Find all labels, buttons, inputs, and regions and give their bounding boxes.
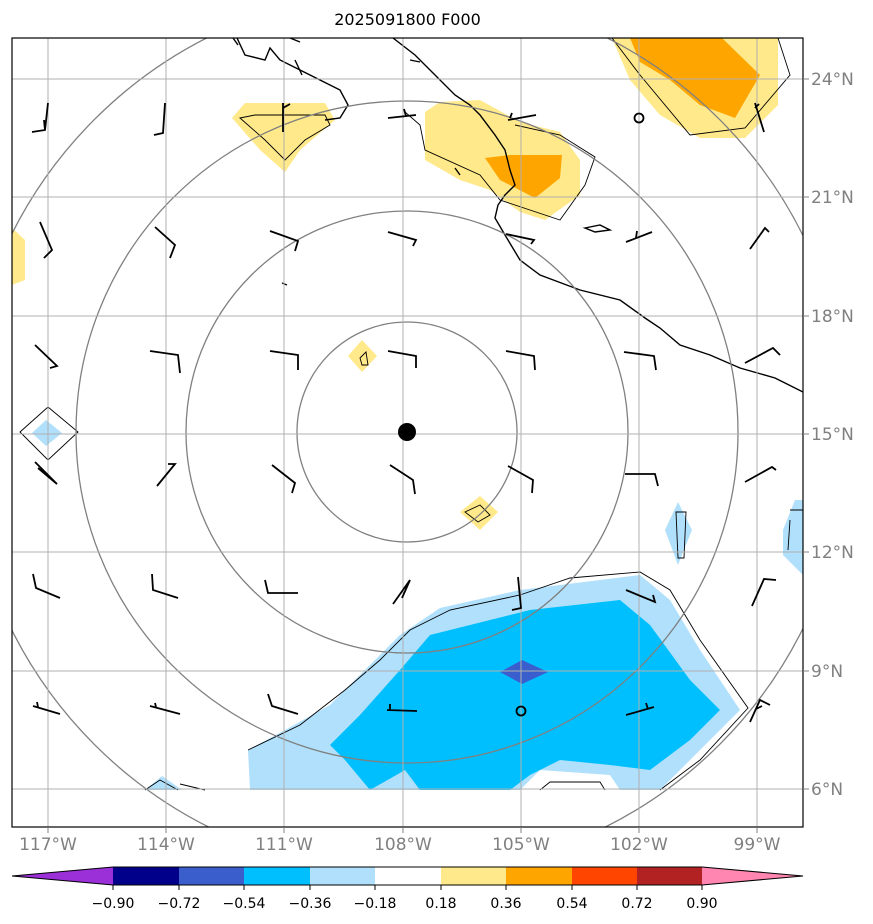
colorbar-segment — [310, 867, 375, 885]
contour-lines — [19, 38, 803, 791]
colorbar-label: −0.90 — [92, 896, 135, 912]
calm-wind-markers — [515, 112, 645, 717]
colorbar-label: 0.90 — [686, 896, 717, 912]
lon-label: 99°W — [734, 835, 781, 855]
colorbar-label: −0.72 — [158, 896, 201, 912]
coastline — [232, 38, 803, 393]
lat-label: 15°N — [811, 425, 854, 445]
colorbar-segment — [637, 867, 702, 885]
axis-ticks — [47, 78, 809, 833]
colorbar-segment — [506, 867, 572, 885]
map-frame — [11, 37, 804, 828]
lat-label: 18°N — [811, 307, 854, 327]
colorbar-segment-over — [702, 867, 803, 885]
colorbar-segment-under — [12, 867, 113, 885]
lon-label: 114°W — [137, 835, 195, 855]
negative-anomaly-medium — [330, 600, 720, 790]
colorbar-segment — [441, 867, 506, 885]
latitude-labels: 24°N 21°N 18°N 15°N 12°N 9°N 6°N — [811, 70, 854, 800]
storm-center-marker — [398, 423, 416, 441]
colorbar-label: 0.72 — [621, 896, 652, 912]
lat-label: 9°N — [811, 662, 843, 682]
negative-anomaly-dark — [500, 660, 548, 684]
lat-label: 21°N — [811, 188, 854, 208]
colorbar-segment — [572, 867, 637, 885]
colorbar-label: 0.18 — [425, 896, 456, 912]
positive-anomaly-orange-coast — [485, 155, 562, 198]
contour-fills — [12, 38, 803, 790]
graticule — [12, 38, 803, 827]
longitude-labels: 117°W 114°W 111°W 108°W 105°W 102°W 99°W — [19, 835, 781, 855]
positive-anomaly-orange-ne — [630, 38, 760, 118]
range-rings — [12, 38, 803, 827]
colorbar-segment — [113, 867, 179, 885]
colorbar-label: −0.36 — [289, 896, 332, 912]
colorbar-label: 0.36 — [490, 896, 521, 912]
colorbar-segment — [375, 867, 441, 885]
colorbar-label: −0.54 — [223, 896, 266, 912]
map-title: 2025091800 F000 — [334, 10, 481, 29]
lon-label: 105°W — [492, 835, 550, 855]
lat-label: 6°N — [811, 780, 843, 800]
colorbar-label: −0.18 — [354, 896, 397, 912]
lat-label: 12°N — [811, 543, 854, 563]
lon-label: 117°W — [19, 835, 77, 855]
colorbar: −0.90 −0.72 −0.54 −0.36 −0.18 0.18 0.36 … — [11, 866, 804, 912]
colorbar-segment — [179, 867, 244, 885]
lon-label: 108°W — [374, 835, 432, 855]
lat-label: 24°N — [811, 70, 854, 90]
colorbar-segment — [244, 867, 310, 885]
lon-label: 102°W — [610, 835, 668, 855]
wind-barbs — [31, 102, 781, 723]
colorbar-label: 0.54 — [556, 896, 587, 912]
lon-label: 111°W — [255, 835, 313, 855]
